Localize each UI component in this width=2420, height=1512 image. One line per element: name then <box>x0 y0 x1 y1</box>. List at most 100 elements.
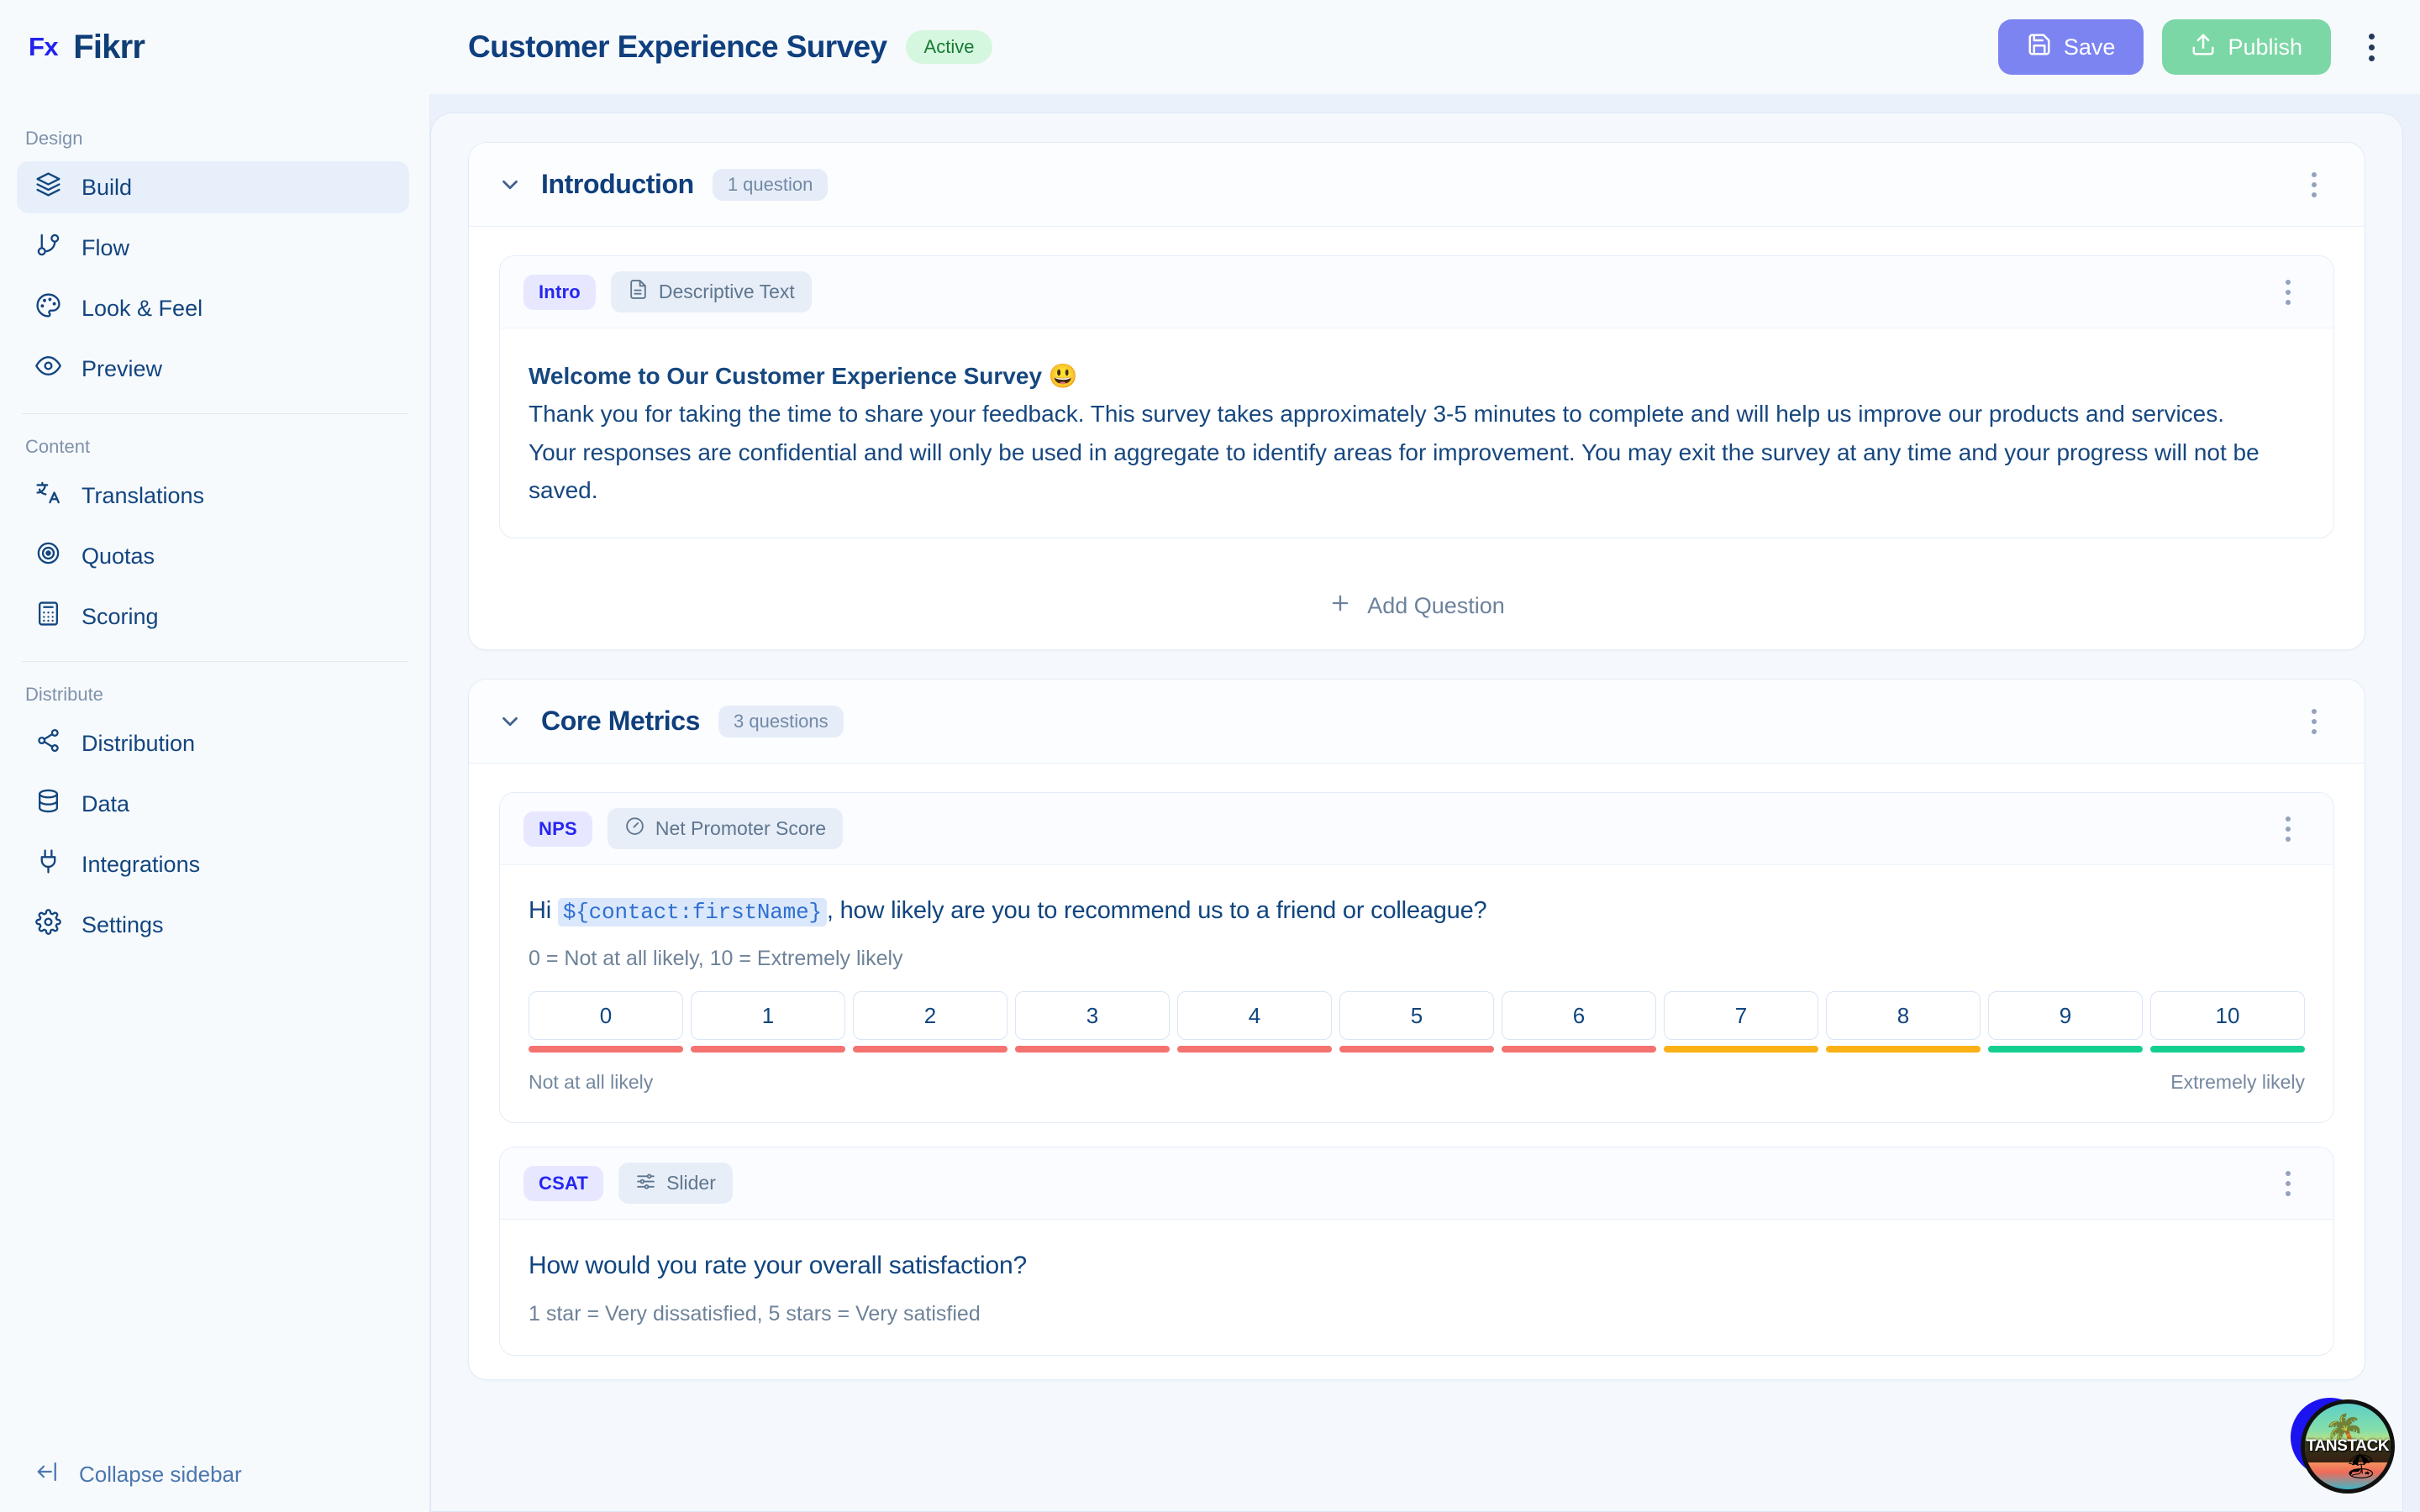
palette-icon <box>35 292 61 324</box>
nps-option-8[interactable]: 8 <box>1826 991 1981 1053</box>
nps-option-1[interactable]: 1 <box>691 991 845 1053</box>
question-more-options-icon[interactable] <box>2266 1162 2310 1205</box>
nps-option-10[interactable]: 10 <box>2150 991 2305 1053</box>
sidebar-item-label: Settings <box>82 911 164 937</box>
question-header: Intro Descriptive Text <box>500 256 2333 328</box>
question-more-options-icon[interactable] <box>2266 807 2310 851</box>
sidebar-item-flow[interactable]: Flow <box>17 222 409 274</box>
sidebar-divider-1 <box>22 413 408 414</box>
question-type-badge: Net Promoter Score <box>607 808 844 850</box>
question-type-badge: Slider <box>618 1163 733 1205</box>
nps-legend-left: Not at all likely <box>529 1071 654 1094</box>
sidebar-divider-2 <box>22 661 408 662</box>
question-header: NPS Net Promoter Score <box>500 793 2333 866</box>
nps-option-box[interactable]: 4 <box>1177 991 1332 1041</box>
intro-paragraph-2: Your responses are confidential and will… <box>529 438 2260 504</box>
nps-option-color-bar <box>1015 1046 1170 1053</box>
tanstack-label: TANSTACK <box>2306 1437 2390 1455</box>
nps-option-box[interactable]: 8 <box>1826 991 1981 1041</box>
nps-option-5[interactable]: 5 <box>1339 991 1494 1053</box>
question-type-label: Slider <box>666 1172 716 1194</box>
nps-option-7[interactable]: 7 <box>1664 991 1818 1053</box>
chevron-down-icon[interactable] <box>497 172 523 197</box>
nps-option-color-bar <box>1664 1046 1818 1053</box>
nps-option-box[interactable]: 9 <box>1988 991 2143 1041</box>
sidebar-item-build[interactable]: Build <box>17 161 409 213</box>
question-type-badge: Descriptive Text <box>610 271 812 312</box>
nps-option-9[interactable]: 9 <box>1988 991 2143 1053</box>
nps-scale-row[interactable]: 0 1 2 3 4 5 6 7 8 9 10 <box>529 991 2305 1053</box>
plus-icon <box>1328 591 1352 621</box>
section-question-count: 1 question <box>712 168 829 201</box>
question-body: How would you rate your overall satisfac… <box>500 1220 2333 1355</box>
nps-scale: 0 1 2 3 4 5 6 7 8 9 10 Not at all likely Extremely… <box>529 991 2305 1094</box>
question-type-label: Net Promoter Score <box>655 817 827 840</box>
main-canvas: Introduction 1 question Intro <box>430 94 2420 1512</box>
sidebar-item-look-and-feel[interactable]: Look & Feel <box>17 282 409 334</box>
nps-option-box[interactable]: 7 <box>1664 991 1818 1041</box>
calculator-icon <box>35 601 61 633</box>
nps-option-color-bar <box>1988 1046 2143 1053</box>
save-button[interactable]: Save <box>1997 19 2144 75</box>
merge-tag[interactable]: ${contact:firstName} <box>557 898 827 927</box>
section-more-options-icon[interactable] <box>2292 163 2336 207</box>
eye-icon <box>35 353 61 385</box>
collapse-sidebar-button[interactable]: Collapse sidebar <box>0 1436 429 1512</box>
section-title: Core Metrics <box>541 706 701 737</box>
sidebar-item-integrations[interactable]: Integrations <box>17 838 409 890</box>
nps-option-box[interactable]: 0 <box>529 991 683 1041</box>
nps-option-0[interactable]: 0 <box>529 991 683 1053</box>
nps-option-2[interactable]: 2 <box>853 991 1007 1053</box>
nps-legend-right: Extremely likely <box>2170 1071 2305 1094</box>
sidebar-item-distribution[interactable]: Distribution <box>17 717 409 769</box>
more-options-icon[interactable] <box>2349 25 2393 69</box>
section-introduction: Introduction 1 question Intro <box>468 142 2365 651</box>
nps-option-box[interactable]: 10 <box>2150 991 2305 1041</box>
sidebar-item-data[interactable]: Data <box>17 778 409 830</box>
sidebar: Design Build Flow <box>0 94 430 1512</box>
sidebar-item-settings[interactable]: Settings <box>17 899 409 951</box>
question-code-badge: Intro <box>523 274 596 310</box>
survey-builder-scroll[interactable]: Introduction 1 question Intro <box>430 113 2403 1512</box>
save-button-label: Save <box>2063 34 2116 60</box>
sidebar-item-quotas[interactable]: Quotas <box>17 530 409 582</box>
section-header[interactable]: Core Metrics 3 questions <box>469 680 2365 764</box>
nps-option-box[interactable]: 2 <box>853 991 1007 1041</box>
sidebar-item-translations[interactable]: Translations <box>17 470 409 522</box>
tanstack-devtools-button[interactable]: 🌴 🏖 TANSTACK <box>2291 1389 2395 1494</box>
question-more-options-icon[interactable] <box>2266 270 2310 314</box>
publish-button[interactable]: Publish <box>2162 19 2331 75</box>
question-card-intro: Intro Descriptive Text <box>499 255 2334 539</box>
brand-mark: Fx <box>29 32 59 61</box>
sidebar-item-preview[interactable]: Preview <box>17 343 409 395</box>
add-question-button[interactable]: Add Question <box>499 562 2334 649</box>
nps-option-box[interactable]: 6 <box>1502 991 1656 1041</box>
question-header: CSAT Slider <box>500 1147 2333 1221</box>
brand-logo[interactable]: Fx Fikrr <box>0 29 430 66</box>
sidebar-item-scoring[interactable]: Scoring <box>17 591 409 643</box>
question-code-badge: CSAT <box>523 1165 604 1201</box>
nps-option-box[interactable]: 1 <box>691 991 845 1041</box>
nps-option-4[interactable]: 4 <box>1177 991 1332 1053</box>
question-title-suffix: , how likely are you to recommend us to … <box>826 897 1487 925</box>
question-subtitle: 1 star = Very dissatisfied, 5 stars = Ve… <box>529 1302 981 1326</box>
question-type-label: Descriptive Text <box>658 281 795 302</box>
question-body[interactable]: Welcome to Our Customer Experience Surve… <box>500 328 2333 538</box>
question-card-nps: NPS Net Promoter Score <box>499 792 2334 1124</box>
question-card-csat: CSAT Slider <box>499 1147 2334 1357</box>
nps-option-3[interactable]: 3 <box>1015 991 1170 1053</box>
nps-option-color-bar <box>1826 1046 1981 1053</box>
gear-icon <box>35 909 61 941</box>
upload-icon <box>2191 32 2216 63</box>
intro-heading: Welcome to Our Customer Experience Surve… <box>529 363 1078 389</box>
chevron-down-icon[interactable] <box>497 709 523 734</box>
section-header[interactable]: Introduction 1 question <box>469 143 2365 227</box>
add-question-label: Add Question <box>1367 592 1505 618</box>
nps-option-box[interactable]: 5 <box>1339 991 1494 1041</box>
nps-option-box[interactable]: 3 <box>1015 991 1170 1041</box>
intro-paragraph-1: Thank you for taking the time to share y… <box>529 401 2225 428</box>
nps-option-6[interactable]: 6 <box>1502 991 1656 1053</box>
sidebar-item-label: Integrations <box>82 851 201 877</box>
section-more-options-icon[interactable] <box>2292 700 2336 743</box>
